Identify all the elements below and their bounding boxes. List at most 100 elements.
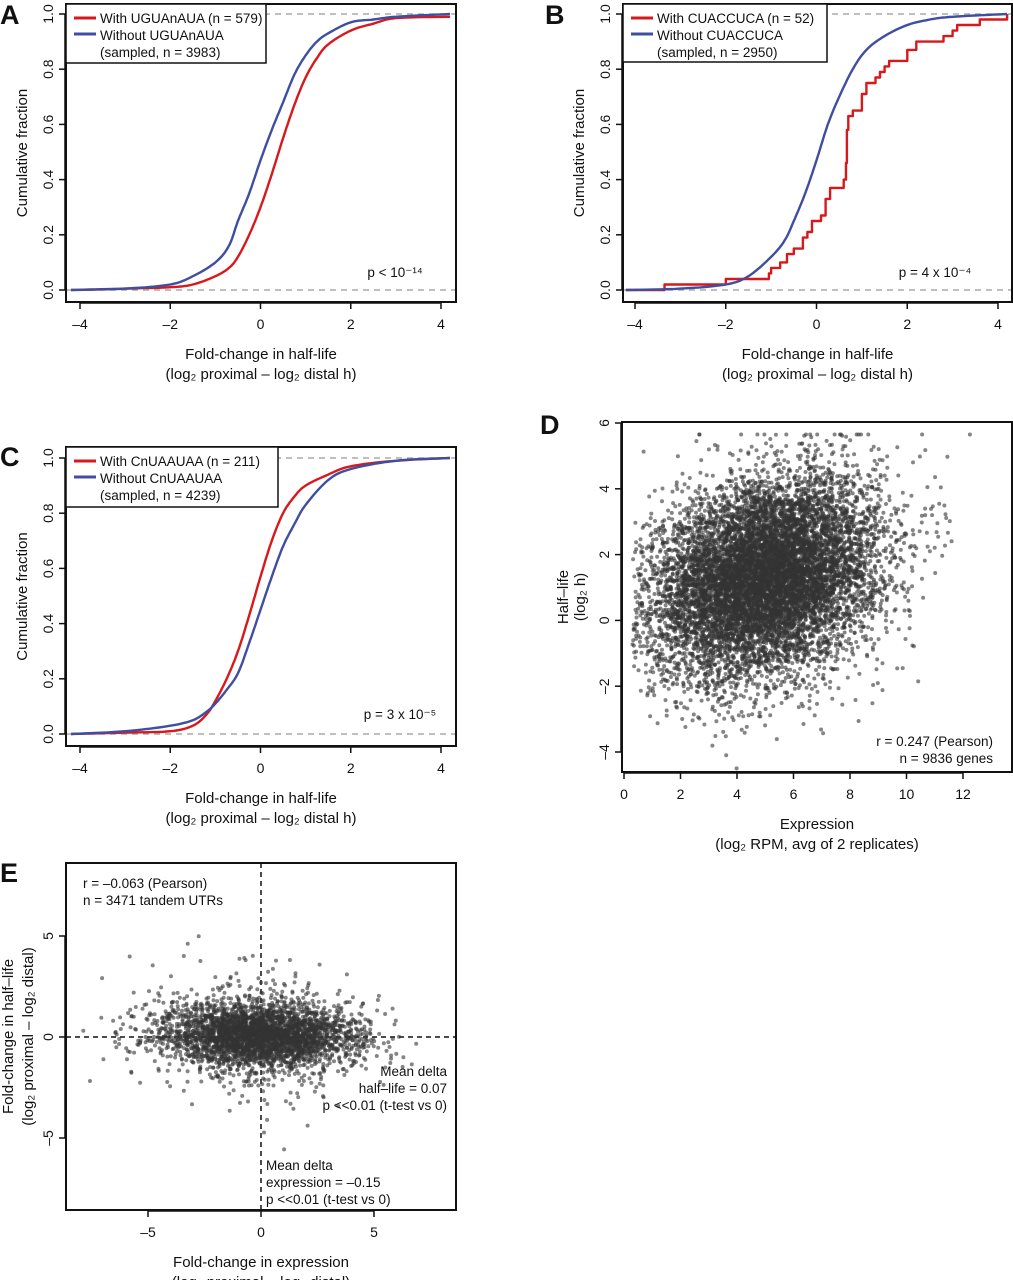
- data-point: [647, 523, 652, 528]
- data-point: [851, 474, 856, 479]
- data-point: [754, 448, 759, 453]
- data-point: [784, 432, 789, 437]
- data-point: [921, 595, 926, 600]
- data-point: [755, 685, 760, 690]
- data-point: [750, 712, 755, 717]
- data-point: [863, 634, 868, 639]
- x-axis-label: Fold-change in half-life: [185, 346, 337, 363]
- legend: With UGUAnAUA (n = 579)Without UGUAnAUA(…: [65, 3, 267, 64]
- y-tick-label: 0.0: [40, 724, 56, 744]
- data-point: [680, 489, 685, 494]
- data-point: [754, 682, 759, 687]
- x-axis-label: (log₂ proximal – log₂ distal h): [166, 366, 357, 383]
- data-point: [796, 705, 801, 710]
- data-point: [719, 703, 724, 708]
- data-point: [836, 686, 841, 691]
- data-point: [657, 533, 662, 538]
- x-tick-label: 4: [437, 316, 445, 332]
- data-point: [649, 633, 654, 638]
- data-point: [683, 725, 688, 729]
- annotation: p = 4 x 10⁻⁴: [899, 265, 972, 280]
- data-point: [895, 666, 900, 671]
- data-point: [876, 447, 881, 452]
- data-point: [882, 473, 887, 478]
- data-point: [884, 502, 888, 506]
- x-tick-label: 0: [257, 316, 265, 332]
- data-point: [728, 483, 733, 488]
- legend-label: Without CnUAAUAA: [100, 471, 222, 486]
- data-point: [766, 475, 771, 480]
- data-point: [663, 573, 668, 578]
- data-point: [930, 513, 935, 518]
- data-point: [749, 444, 754, 449]
- x-axis-label: Fold-change in half-life: [185, 790, 337, 807]
- data-point: [932, 545, 937, 550]
- data-point: [674, 480, 679, 485]
- x-tick-label: –2: [162, 316, 178, 332]
- x-tick-label: 0: [257, 760, 265, 776]
- data-point: [860, 605, 865, 609]
- data-point: [845, 675, 850, 680]
- data-point: [910, 528, 915, 533]
- data-point: [814, 464, 819, 469]
- data-point: [798, 666, 803, 671]
- data-point: [811, 490, 816, 495]
- data-point: [763, 707, 768, 711]
- data-point: [730, 453, 735, 457]
- data-point: [738, 467, 743, 472]
- data-point: [840, 453, 845, 458]
- data-point: [757, 682, 762, 687]
- y-tick-label: 0.0: [597, 280, 613, 300]
- data-point: [722, 509, 727, 513]
- data-point: [717, 494, 722, 499]
- data-point: [865, 652, 869, 657]
- x-tick-label: –2: [718, 316, 734, 332]
- data-point: [757, 710, 762, 715]
- data-point: [927, 549, 932, 554]
- data-point: [645, 693, 650, 698]
- data-point: [815, 689, 820, 694]
- plot-area: [66, 12, 456, 292]
- data-point: [660, 486, 665, 491]
- data-point: [702, 508, 707, 513]
- data-point: [806, 487, 811, 492]
- data-point: [756, 455, 761, 460]
- data-point: [679, 551, 684, 556]
- data-point: [665, 643, 670, 648]
- data-point: [663, 603, 668, 608]
- data-point: [634, 540, 639, 545]
- data-point: [802, 476, 807, 481]
- data-point: [781, 493, 786, 498]
- data-point: [672, 660, 677, 665]
- x-axis-label: Fold-change in half-life: [742, 346, 894, 363]
- data-point: [885, 454, 890, 459]
- data-point: [717, 712, 722, 717]
- x-tick-label: 4: [437, 760, 445, 776]
- data-point: [664, 708, 669, 713]
- annotation: p < 10⁻¹⁴: [367, 265, 423, 280]
- data-point: [910, 568, 915, 573]
- data-point: [676, 561, 681, 565]
- data-point: [877, 559, 882, 563]
- data-point: [842, 630, 847, 635]
- data-point: [778, 683, 783, 688]
- data-point: [853, 698, 858, 702]
- data-point: [759, 673, 764, 678]
- data-point: [734, 766, 739, 771]
- data-point: [699, 458, 704, 463]
- panel-letter: C: [0, 442, 20, 472]
- data-point: [729, 685, 733, 690]
- data-point: [769, 480, 774, 485]
- legend-label: (sampled, n = 3983): [100, 45, 220, 60]
- series-line-with-motif: [70, 15, 450, 292]
- data-point: [892, 530, 896, 535]
- data-point: [866, 432, 871, 437]
- data-point: [682, 689, 687, 694]
- legend-box: [65, 3, 267, 64]
- data-point: [847, 637, 851, 641]
- data-point: [678, 511, 683, 516]
- plot-area: [66, 456, 456, 736]
- data-point: [798, 453, 803, 458]
- y-tick-label: 0.4: [597, 170, 613, 190]
